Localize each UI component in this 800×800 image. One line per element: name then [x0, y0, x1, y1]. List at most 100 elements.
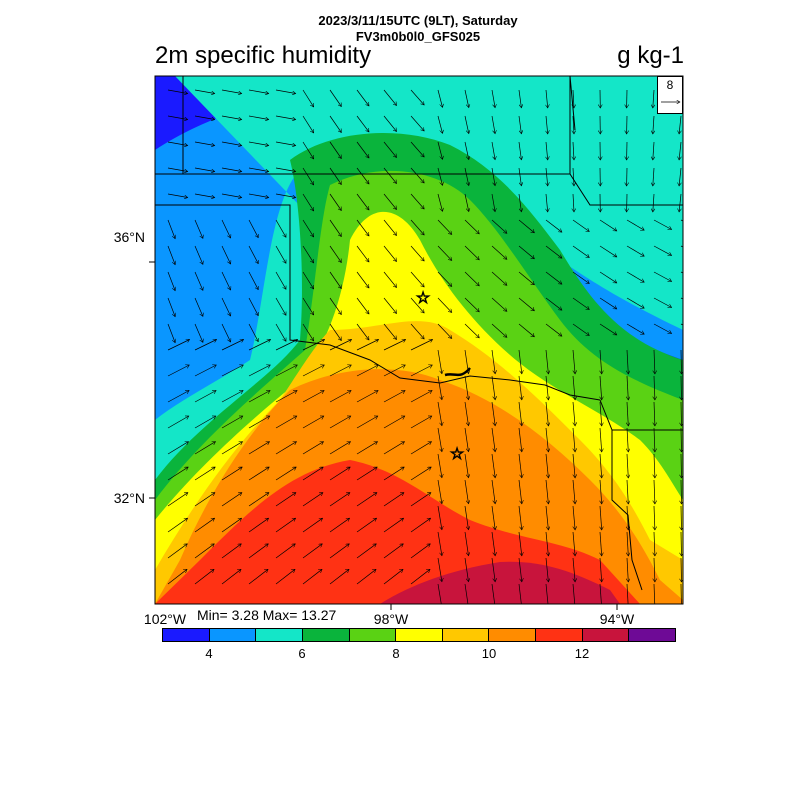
wind-arrow: [248, 518, 269, 533]
wind-arrow: [653, 271, 672, 282]
wind-arrow: [653, 323, 672, 334]
wind-arrow: [248, 391, 270, 403]
wind-arrow: [518, 167, 521, 186]
wind-arrow: [248, 193, 269, 198]
wind-arrow: [491, 219, 507, 233]
wind-arrow: [383, 297, 397, 314]
wind-arrow: [167, 245, 175, 265]
wind-arrow: [221, 569, 241, 585]
wind-arrow: [383, 518, 404, 533]
wind-arrow: [302, 416, 324, 429]
wind-arrow: [464, 271, 479, 286]
wind-arrow: [302, 219, 314, 237]
wind-arrow: [356, 466, 377, 481]
wind-arrow: [275, 391, 297, 403]
wind-arrow: [167, 544, 187, 559]
wind-arrow: [302, 391, 324, 403]
star-marker-dallas: ☆: [450, 446, 464, 463]
wind-arrow: [167, 167, 188, 172]
wind-arrow: [248, 89, 269, 94]
wind-arrow: [410, 518, 431, 533]
wind-arrow: [518, 505, 522, 530]
wind-arrow: [572, 453, 575, 478]
colorbar-label: 12: [574, 646, 590, 661]
wind-arrow: [681, 557, 682, 582]
lon-label-102: 102°W: [144, 611, 187, 627]
wind-arrow: [491, 323, 507, 337]
wind-arrow: [679, 193, 681, 212]
wind-arrow: [464, 531, 469, 556]
wind-arrow: [248, 569, 268, 585]
wind-arrow: [518, 401, 522, 426]
wind-arrow: [653, 193, 654, 212]
wind-arrow: [275, 544, 295, 559]
wind-arrow: [275, 365, 297, 377]
wind-arrow: [302, 544, 322, 559]
wind-arrow: [464, 167, 469, 186]
wind-arrow: [437, 115, 443, 133]
wind-arrow: [546, 193, 548, 212]
colorbar-label: 10: [481, 646, 497, 661]
wind-arrow: [383, 141, 397, 158]
wind-arrow: [194, 518, 215, 533]
wind-arrow: [680, 297, 683, 300]
wind-arrow: [681, 453, 682, 478]
wind-arrow: [221, 89, 242, 94]
wind-arrow: [302, 115, 314, 133]
wind-arrow: [410, 340, 433, 351]
wind-arrow: [302, 89, 314, 107]
wind-arrow: [410, 271, 424, 287]
wind-arrow: [221, 416, 243, 429]
wind-arrow: [356, 115, 369, 132]
wind-arrow: [248, 323, 258, 342]
wind-arrow: [221, 544, 241, 559]
units-label: g kg-1: [617, 42, 684, 69]
wind-arrow: [194, 544, 214, 559]
wind-arrow: [275, 219, 286, 237]
wind-arrow: [491, 453, 495, 478]
wind-arrow: [356, 297, 369, 314]
wind-arrow: [410, 544, 430, 559]
wind-arrow: [437, 297, 452, 313]
wind-arrow: [221, 391, 243, 403]
wind-arrow: [627, 479, 628, 504]
wind-arrow: [194, 297, 203, 316]
wind-arrow: [518, 557, 522, 582]
wind-arrow: [383, 271, 397, 288]
wind-arrow: [491, 193, 495, 212]
wind-arrow: [546, 115, 548, 134]
wind-arrow: [167, 141, 188, 146]
wind-arrow: [329, 544, 349, 559]
wind-arrow: [627, 427, 628, 452]
wind-arrow: [329, 340, 352, 351]
wind-arrow: [221, 441, 243, 455]
colorbar-box: [489, 629, 537, 641]
wind-arrow: [600, 505, 602, 530]
wind-arrow: [221, 323, 231, 342]
wind-arrow: [572, 479, 575, 504]
wind-arrow: [275, 569, 295, 585]
lat-label-36: 36°N: [114, 229, 145, 245]
wind-arrow: [654, 557, 655, 582]
wind-arrow: [627, 557, 628, 582]
wind-arrow: [546, 167, 548, 186]
wind-arrow: [383, 466, 404, 481]
wind-arrow: [221, 340, 244, 351]
wind-arrow: [221, 271, 231, 290]
wind-arrow: [546, 89, 548, 108]
wind-arrow: [167, 219, 175, 239]
wind-arrow: [329, 569, 349, 585]
wind-arrow: [302, 493, 323, 507]
wind-arrow: [653, 245, 672, 256]
wind-arrow: [572, 401, 575, 426]
wind-arrow: [681, 349, 682, 374]
wind-arrow: [275, 466, 296, 481]
wind-arrow: [437, 531, 442, 556]
wind-arrow: [653, 167, 654, 186]
wind-arrow: [221, 167, 242, 172]
wind-arrow: [248, 297, 258, 316]
wind-arrow: [599, 219, 617, 231]
wind-arrow: [545, 427, 548, 452]
wind-arrow: [329, 141, 341, 159]
wind-arrow: [464, 453, 469, 478]
